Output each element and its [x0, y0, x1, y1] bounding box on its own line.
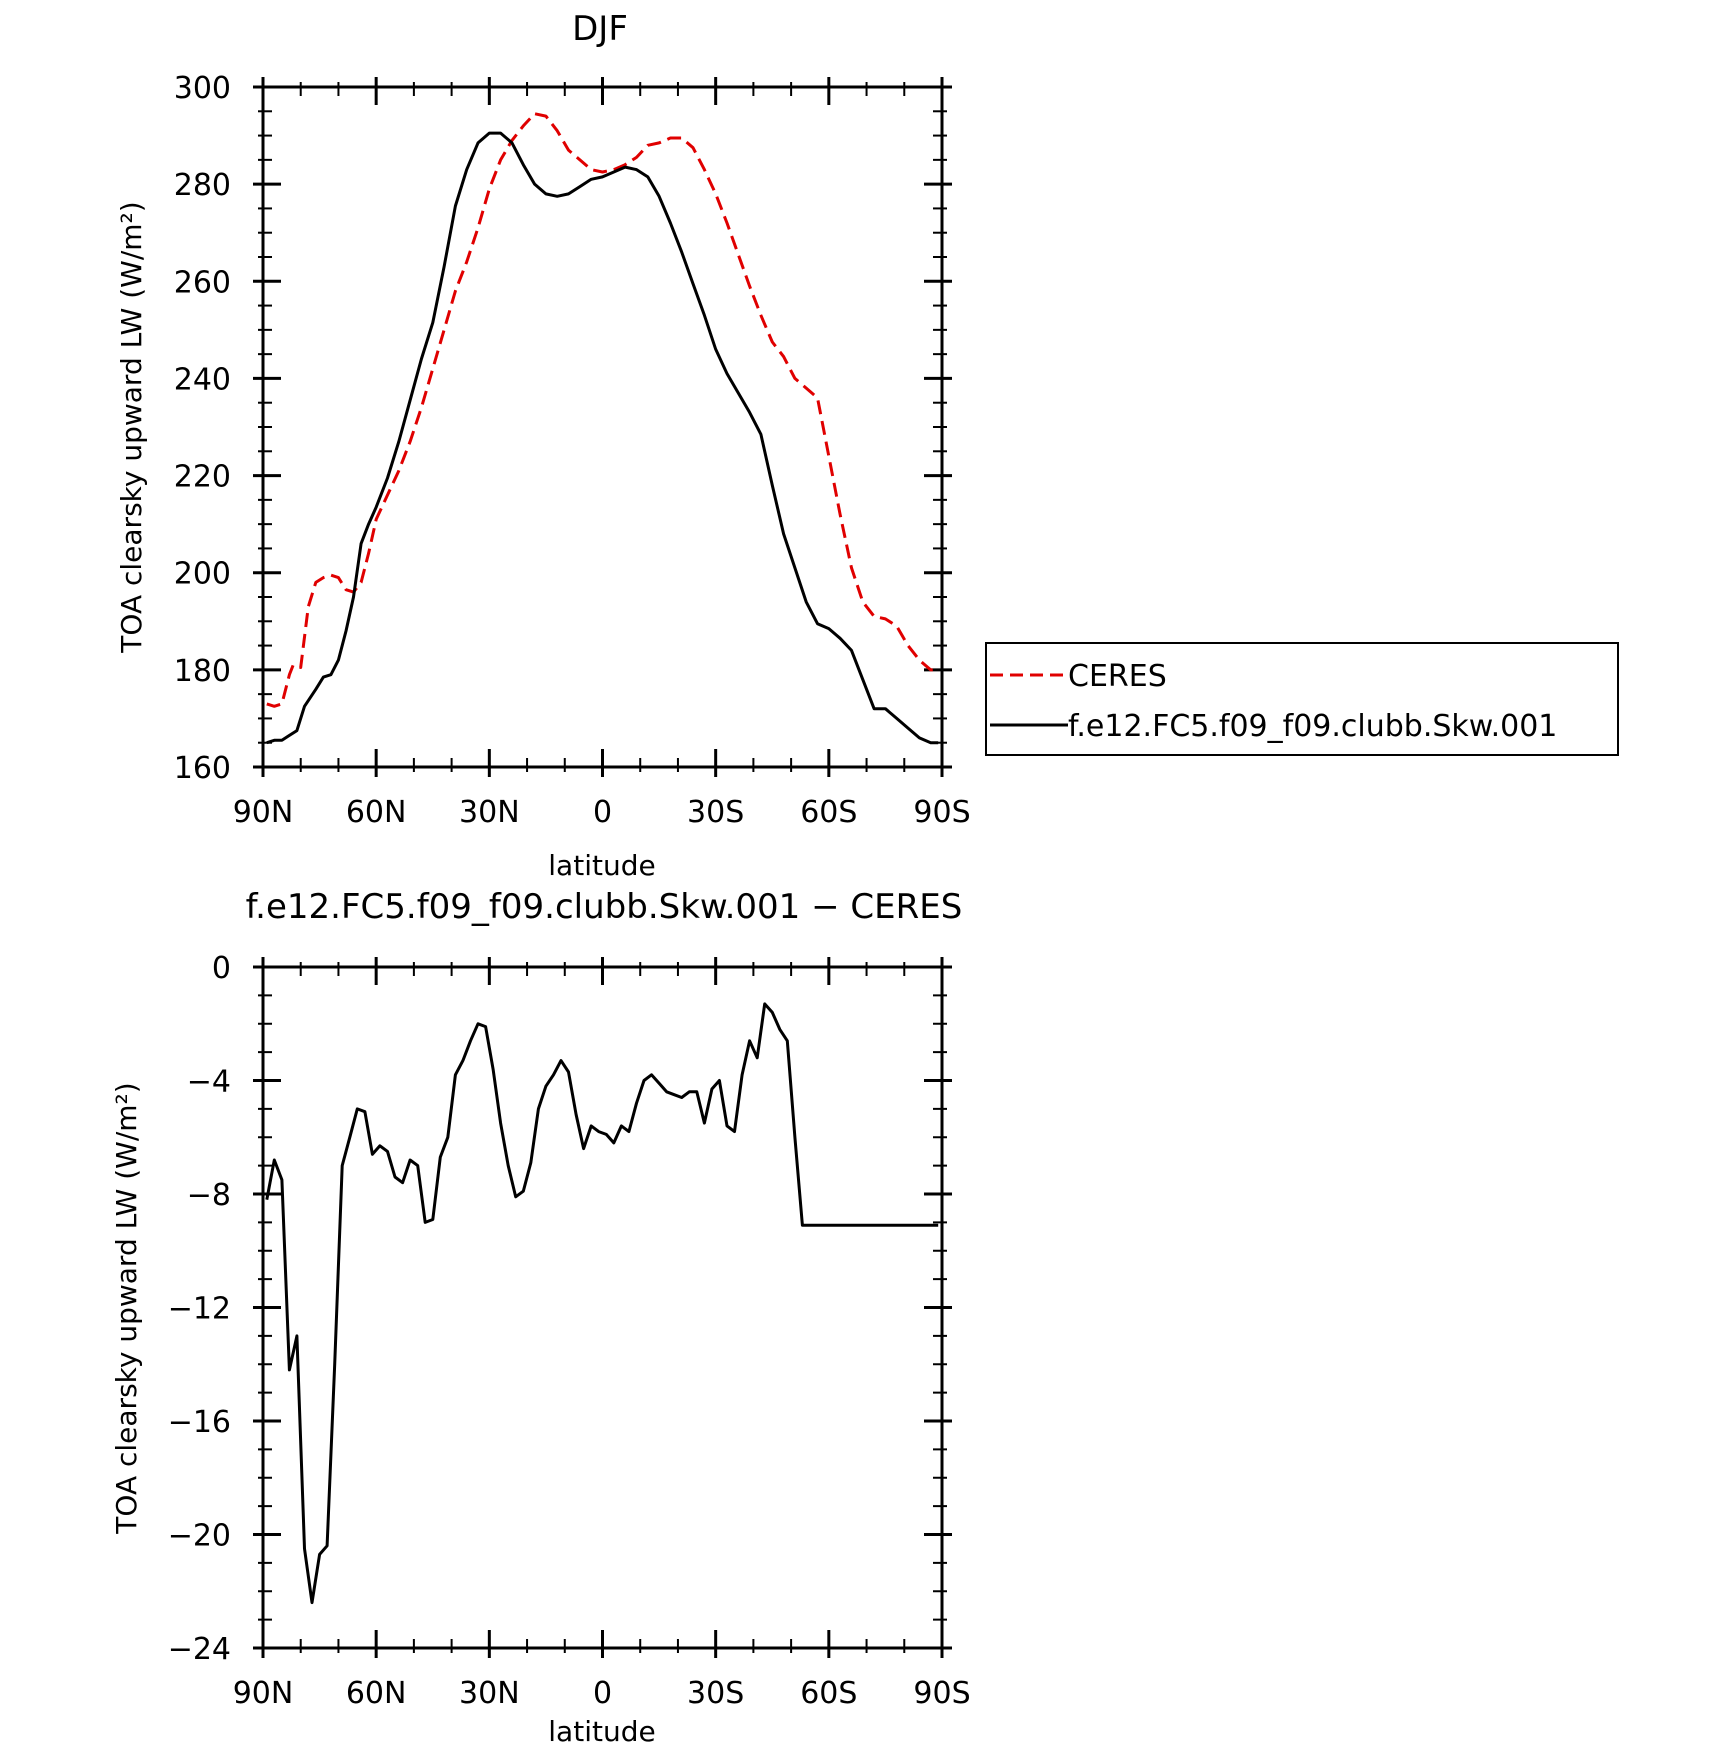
bottom-y-tick-label: 0	[212, 951, 231, 986]
top-x-tick-label: 90S	[913, 795, 970, 830]
top-series-line-model	[266, 131, 939, 745]
legend-box	[985, 642, 1619, 756]
top-y-tick-label: 180	[174, 654, 231, 689]
top-x-axis-label: latitude	[548, 849, 655, 882]
bottom-series-lines	[265, 1002, 939, 1605]
bottom-axis-ticks	[253, 957, 952, 1658]
bottom-y-tick-label: −24	[168, 1632, 231, 1667]
top-panel: DJF 90N 60N 30N 0 30S 60S 90S 160 180 200 220 240 2…	[115, 9, 1619, 882]
top-series-lines	[266, 112, 939, 745]
top-x-tick-labels: 90N 60N 30N 0 30S 60S 90S	[233, 795, 971, 830]
top-plot-frame	[261, 85, 944, 769]
bottom-y-axis-label: TOA clearsky upward LW (W/m²)	[110, 1082, 143, 1534]
bottom-x-tick-label: 60N	[346, 1676, 407, 1711]
bottom-x-axis-label: latitude	[548, 1715, 655, 1745]
bottom-panel: f.e12.FC5.f09_f09.clubb.Skw.001 − CERES …	[110, 887, 971, 1745]
top-y-tick-label: 200	[174, 557, 231, 592]
top-x-tick-label: 30S	[687, 795, 744, 830]
bottom-x-tick-labels: 90N 60N 30N 0 30S 60S 90S	[233, 1676, 971, 1711]
legend-model-label: f.e12.FC5.f09_f09.clubb.Skw.001	[1068, 709, 1557, 744]
bottom-y-tick-label: −4	[187, 1065, 231, 1100]
legend-ceres-label: CERES	[1068, 659, 1167, 694]
bottom-x-tick-label: 30N	[459, 1676, 520, 1711]
top-y-tick-label: 260	[174, 265, 231, 300]
bottom-x-tick-label: 30S	[687, 1676, 744, 1711]
top-x-tick-label: 90N	[233, 795, 294, 830]
bottom-y-tick-label: −12	[168, 1292, 231, 1327]
bottom-plot-frame	[261, 965, 944, 1650]
bottom-x-tick-label: 90S	[913, 1676, 970, 1711]
bottom-x-tick-label: 0	[593, 1676, 612, 1711]
bottom-x-tick-label: 60S	[800, 1676, 857, 1711]
bottom-y-tick-label: −20	[168, 1519, 231, 1554]
bottom-y-tick-label: −8	[187, 1178, 231, 1213]
top-x-tick-label: 60S	[800, 795, 857, 830]
top-y-tick-label: 160	[174, 751, 231, 786]
top-y-tick-label: 240	[174, 362, 231, 397]
top-y-tick-label: 300	[174, 71, 231, 106]
bottom-y-tick-label: −16	[168, 1405, 231, 1440]
bottom-series-line-model	[265, 1002, 939, 1605]
top-series-line-ceres	[266, 112, 939, 708]
top-x-tick-label: 0	[593, 795, 612, 830]
top-x-tick-label: 60N	[346, 795, 407, 830]
top-x-tick-label: 30N	[459, 795, 520, 830]
bottom-x-tick-label: 90N	[233, 1676, 294, 1711]
top-y-tick-label: 280	[174, 168, 231, 203]
legend: CERES f.e12.FC5.f09_f09.clubb.Skw.001	[985, 642, 1619, 756]
top-y-axis-label: TOA clearsky upward LW (W/m²)	[115, 201, 148, 653]
top-y-tick-label: 220	[174, 460, 231, 495]
top-axis-ticks	[253, 77, 952, 777]
bottom-chart-title: f.e12.FC5.f09_f09.clubb.Skw.001 − CERES	[246, 887, 963, 927]
top-y-tick-labels: 160 180 200 220 240 260 280 300	[174, 71, 231, 786]
top-chart-title: DJF	[572, 9, 628, 49]
bottom-y-tick-labels: −24 −20 −16 −12 −8 −4 0	[168, 951, 231, 1667]
